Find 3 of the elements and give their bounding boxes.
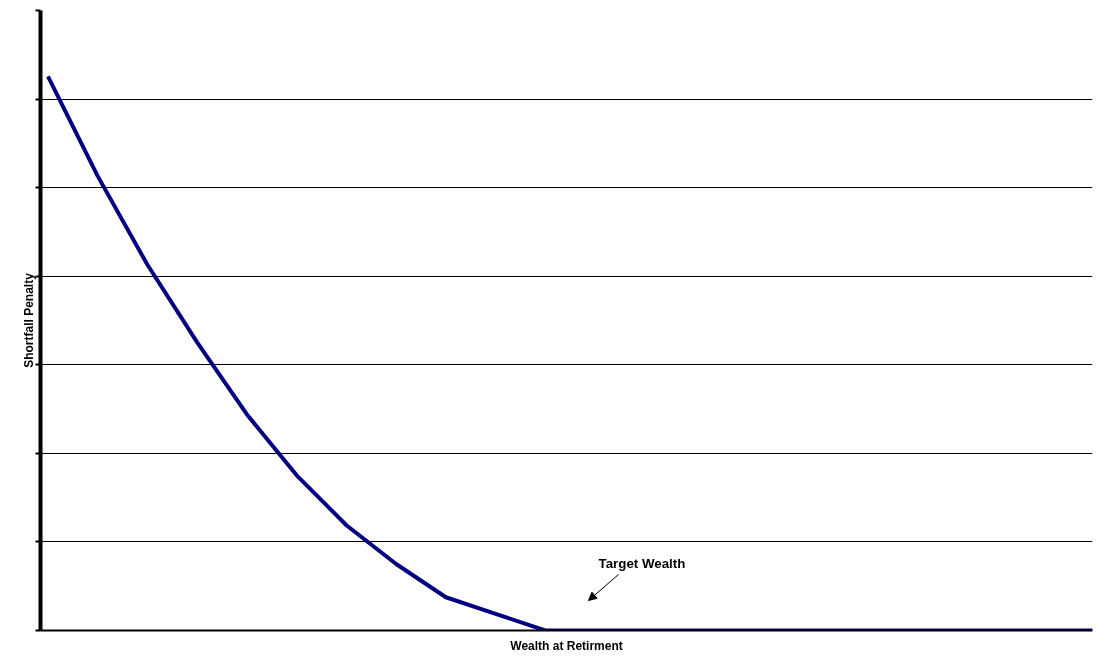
y-axis-title: Shortfall Penalty — [21, 272, 36, 368]
annotation: Target Wealth — [598, 555, 686, 571]
x-axis-title: Wealth at Retirment — [510, 638, 623, 653]
